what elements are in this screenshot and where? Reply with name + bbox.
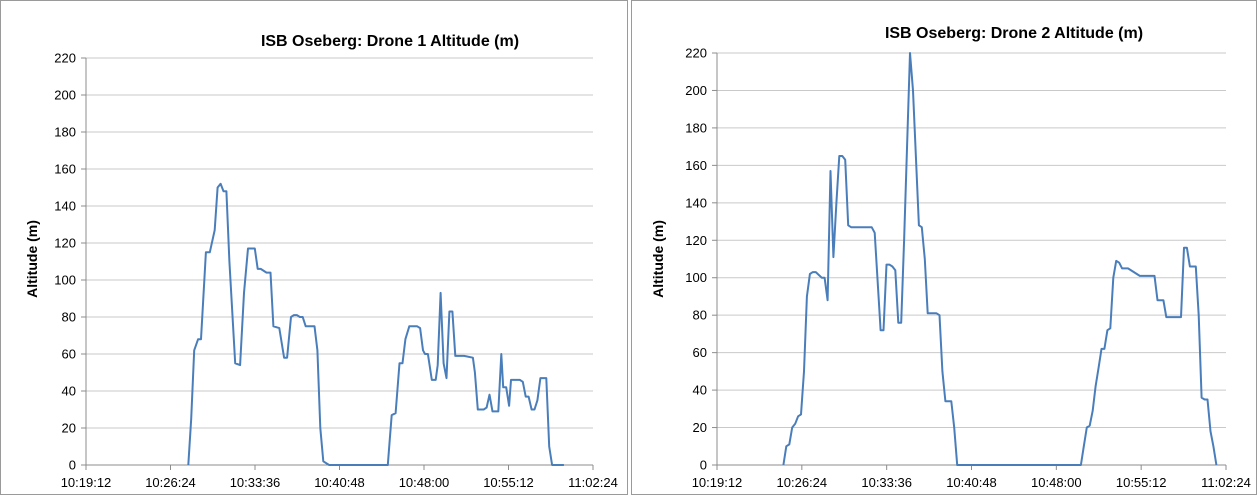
x-tick-label: 10:48:00 (399, 475, 450, 490)
y-axis-label: Altitude (m) (650, 220, 666, 298)
y-tick-label: 40 (62, 384, 76, 399)
y-tick-label: 120 (685, 233, 707, 248)
y-tick-label: 100 (685, 270, 707, 285)
y-tick-label: 80 (62, 310, 76, 325)
drone-1-chart-panel: ISB Oseberg: Drone 1 Altitude (m) Altitu… (0, 0, 628, 495)
y-tick-label: 60 (693, 345, 707, 360)
x-tick-label: 10:19:12 (692, 475, 743, 490)
x-tick-label: 11:02:24 (1201, 475, 1251, 490)
y-tick-label: 120 (54, 236, 76, 251)
y-tick-label: 160 (685, 158, 707, 173)
x-tick-label: 10:26:24 (145, 475, 196, 490)
altitude-series-line (187, 182, 564, 466)
y-tick-label: 0 (700, 458, 707, 473)
y-tick-label: 180 (685, 120, 707, 135)
x-tick-label: 10:33:36 (861, 475, 912, 490)
drone-2-chart: ISB Oseberg: Drone 2 Altitude (m) Altitu… (650, 25, 1251, 490)
y-tick-label: 60 (62, 347, 76, 362)
chart-title: ISB Oseberg: Drone 2 Altitude (m) (885, 25, 1143, 42)
y-tick-label: 140 (54, 199, 76, 214)
x-tick-label: 10:55:12 (483, 475, 534, 490)
y-tick-label: 0 (69, 458, 76, 473)
x-tick-label: 10:33:36 (230, 475, 281, 490)
y-tick-label: 40 (693, 383, 707, 398)
y-axis-label: Altitude (m) (24, 220, 40, 298)
y-tick-label: 160 (54, 162, 76, 177)
drone-1-chart: ISB Oseberg: Drone 1 Altitude (m) Altitu… (24, 33, 618, 490)
x-tick-label: 10:40:48 (946, 475, 997, 490)
x-tick-label: 10:48:00 (1031, 475, 1082, 490)
x-tick-label: 10:55:12 (1116, 475, 1167, 490)
x-tick-label: 10:40:48 (314, 475, 365, 490)
y-tick-label: 20 (693, 420, 707, 435)
y-tick-label: 220 (685, 46, 707, 61)
y-tick-label: 80 (693, 308, 707, 323)
x-tick-label: 10:26:24 (777, 475, 828, 490)
y-tick-label: 100 (54, 273, 76, 288)
x-tick-label: 11:02:24 (568, 475, 618, 490)
y-tick-label: 180 (54, 125, 76, 140)
y-tick-label: 220 (54, 51, 76, 66)
y-tick-label: 200 (54, 88, 76, 103)
chart-title: ISB Oseberg: Drone 1 Altitude (m) (261, 33, 519, 50)
y-tick-label: 20 (62, 421, 76, 436)
drone-2-chart-panel: ISB Oseberg: Drone 2 Altitude (m) Altitu… (631, 0, 1257, 495)
x-tick-label: 10:19:12 (61, 475, 112, 490)
y-tick-label: 140 (685, 195, 707, 210)
y-tick-label: 200 (685, 83, 707, 98)
altitude-series-line (782, 52, 1218, 466)
